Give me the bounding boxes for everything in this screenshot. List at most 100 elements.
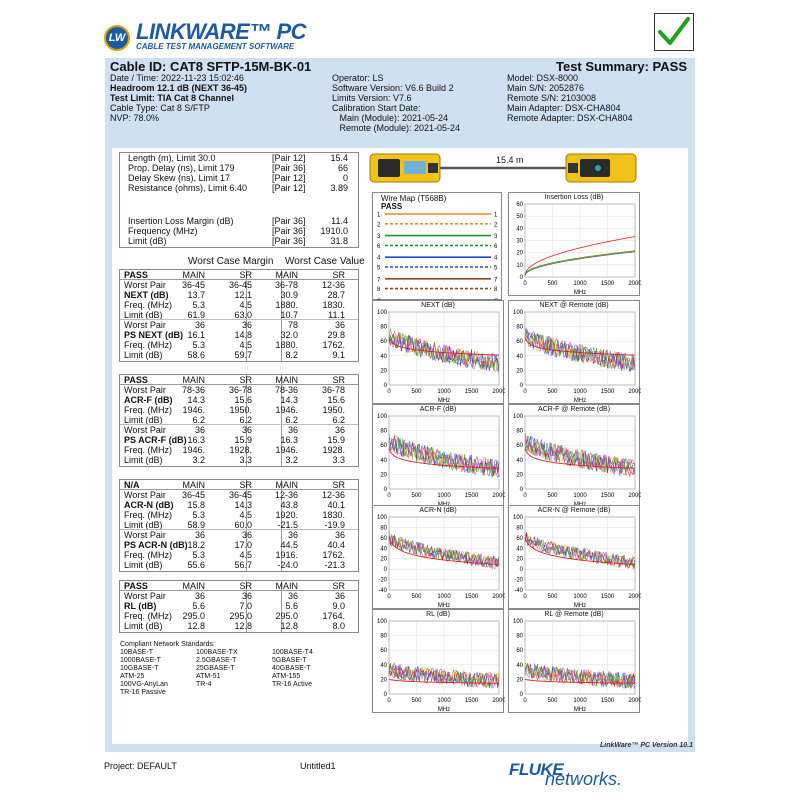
y-tick-label: 30 (516, 239, 523, 245)
x-tick-label: 500 (411, 389, 422, 395)
y-tick-label: 80 (516, 634, 523, 640)
il-row-value: 31.8 (330, 236, 348, 246)
length-row-value: 15.4 (330, 153, 348, 163)
x-tick-label: 1000 (573, 281, 587, 287)
x-axis-label: MHz (574, 290, 586, 296)
table-status: PASS (124, 375, 148, 385)
main-unit-screen-icon (378, 159, 400, 177)
table-col-header: MAIN (182, 581, 206, 591)
chart-panel: ACR-N (dB) 100 80 60 40 20 0 -20 -40 0 500 1000 1500… (372, 505, 505, 609)
data-line (388, 333, 500, 373)
data-line (524, 250, 636, 275)
limits-version: Limits Version: V7.6 (332, 93, 412, 103)
table-row-label: Limit (dB) (124, 415, 163, 425)
y-tick-label: 0 (520, 692, 524, 698)
networks-logo: networks. (545, 769, 623, 789)
summary-panel: Cable ID: CAT8 SFTP-15M-BK-01 Test Summa… (105, 58, 695, 142)
table-row-label: PS ACR-F (dB) (124, 435, 187, 445)
table-row-label: ACR-F (dB) (124, 395, 173, 405)
y-tick-label: 20 (516, 368, 523, 374)
length-row-pair: [Pair 12] (272, 173, 306, 183)
data-line (524, 662, 636, 689)
headroom: Headroom 12.1 dB (NEXT 36-45) (110, 83, 248, 93)
y-tick-label: 80 (380, 325, 387, 331)
y-tick-label: 40 (516, 226, 523, 232)
table-cell: 36 (334, 320, 345, 330)
data-line (388, 328, 500, 373)
data-line (524, 433, 636, 476)
limit-line (388, 537, 500, 566)
table-col-header: SR (332, 270, 345, 280)
table-cell: 9.0 (332, 601, 345, 611)
table-cell: 36-45 (228, 280, 252, 290)
x-tick-label: 0 (523, 389, 527, 395)
table-cell: 56.7 (234, 560, 252, 570)
standards-title: Compliant Network Standards: (120, 641, 215, 648)
table-cell: 8.2 (285, 350, 298, 360)
y-tick-label: 20 (380, 472, 387, 478)
results-table (119, 269, 359, 362)
table-cell: 1950. (229, 405, 252, 415)
data-line (524, 251, 636, 276)
x-axis-label: MHz (574, 398, 586, 404)
y-tick-label: 20 (516, 251, 523, 257)
table-cell: 28.7 (327, 290, 345, 300)
table-cell: 1946. (182, 405, 205, 415)
table-row-label: Worst Pair (124, 490, 166, 500)
linkware-logo-badge: LW (104, 25, 130, 51)
table-cell: 1916. (275, 550, 298, 560)
table-cell: 36 (287, 591, 298, 601)
main-unit-display-icon (404, 161, 426, 174)
wire-pin-right: 3 (494, 234, 498, 240)
main-module-date: Main (Module): 2021-05-24 (332, 113, 449, 123)
x-tick-label: 2000 (492, 389, 505, 395)
y-tick-label: -40 (378, 588, 387, 594)
table-cell: 78-36 (181, 385, 205, 395)
table-cell: 78-36 (274, 385, 298, 395)
worst-case-margin-header: Worst Case Margin (188, 256, 274, 267)
project-label: Project: DEFAULT (104, 761, 177, 771)
table-cell: 3.3 (332, 455, 345, 465)
x-tick-label: 0 (523, 698, 527, 704)
y-tick-label: 60 (380, 648, 387, 654)
standard-item: TR-4 (196, 681, 212, 688)
untitled-label: Untitled1 (300, 761, 336, 771)
y-tick-label: -20 (378, 578, 387, 584)
table-status: N/A (124, 480, 140, 490)
pass-check-box (654, 13, 694, 51)
chart-title: NEXT @ Remote (dB) (539, 302, 609, 309)
table-cell: 36 (194, 530, 205, 540)
il-row-pair: [Pair 36] (272, 226, 306, 236)
data-line (388, 532, 500, 569)
table-col-header: MAIN (182, 375, 206, 385)
length-row-value: 3.89 (330, 183, 348, 193)
table-cell: 59.7 (234, 350, 252, 360)
x-tick-label: 2000 (628, 493, 641, 499)
x-tick-label: 2000 (628, 698, 641, 704)
chart-title: NEXT (dB) (421, 302, 455, 309)
x-tick-label: 1500 (601, 594, 615, 600)
main-sn: Main S/N: 2052876 (507, 83, 585, 93)
check-icon (658, 17, 690, 45)
results-table (119, 580, 359, 633)
table-cell: 1880. (275, 340, 298, 350)
x-tick-label: 500 (411, 493, 422, 499)
y-tick-label: 0 (384, 487, 388, 493)
remote-module-date: Remote (Module): 2021-05-24 (332, 123, 461, 133)
table-cell: 5.3 (192, 510, 205, 520)
table-cell: -24.0 (277, 560, 298, 570)
x-tick-label: 2000 (628, 281, 641, 287)
chart-panel: RL (dB) 100 80 60 40 20 0 0 500 1000 1500 2000 MHz (372, 609, 505, 713)
standard-item: 5GBASE-T (272, 657, 307, 664)
table-cell: 3.2 (192, 455, 205, 465)
worst-case-value-header: Worst Case Value (285, 256, 365, 267)
linkware-logo-subtitle: CABLE TEST MANAGEMENT SOFTWARE (136, 42, 295, 51)
y-tick-label: 40 (516, 354, 523, 360)
table-cell: 36 (194, 320, 205, 330)
table-cell: 36 (287, 425, 298, 435)
table-row-label: Limit (dB) (124, 310, 163, 320)
model: Model: DSX-8000 (507, 73, 579, 83)
table-cell: 1762. (322, 550, 345, 560)
table-row-label: Worst Pair (124, 530, 166, 540)
